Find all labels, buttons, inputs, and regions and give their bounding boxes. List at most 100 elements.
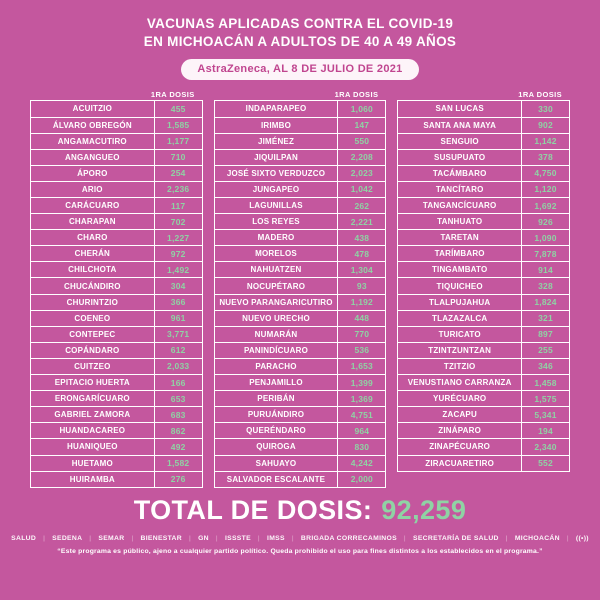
dose-value: 7,878 <box>521 245 571 263</box>
table-row: ZINAPÉCUARO 2,340 <box>397 438 571 456</box>
table-row: INDAPARAPEO 1,060 <box>213 100 387 118</box>
table-row: JOSÉ SIXTO VERDUZCO 2,023 <box>213 164 387 182</box>
municipality-name: LAGUNILLAS <box>213 197 339 215</box>
table-row: LAGUNILLAS 262 <box>213 197 387 215</box>
municipality-name: TARETAN <box>397 229 523 247</box>
municipality-name: CUITZEO <box>30 357 155 376</box>
table-row: CARÁCUARO 117 <box>30 197 203 215</box>
municipality-name: ACUITZIO <box>30 100 155 118</box>
municipality-name: SENGUIO <box>397 132 523 150</box>
logo-divider: | <box>89 534 92 542</box>
table-row: QUERÉNDARO 964 <box>213 422 387 440</box>
table-row: CHARAPAN 702 <box>30 213 203 231</box>
dose-value: 1,304 <box>337 261 387 279</box>
dose-value: 710 <box>153 148 203 166</box>
table-row: TANHUATO 926 <box>397 213 571 231</box>
institution-logos: SALUD | SEDENA | SEMAR | BIENESTAR | GN | ISSSTE | I… <box>11 535 589 542</box>
table-row: SAHUAYO 4,242 <box>213 454 387 472</box>
table-row: TANCÍTARO 1,120 <box>397 180 571 198</box>
logo-brigada-correcaminos: BRIGADA CORRECAMINOS <box>300 534 397 542</box>
table-row: NUEVO PARANGARICUTIRO 1,192 <box>213 293 387 311</box>
table-row: PURUÁNDIRO 4,751 <box>213 406 387 424</box>
table-row: CUITZEO 2,033 <box>30 357 203 376</box>
municipality-name: TANCÍTARO <box>397 180 523 198</box>
table-row: ARIO 2,236 <box>30 180 203 198</box>
logo-divider: | <box>257 534 260 542</box>
municipality-table: SAN LUCAS 330 SANTA ANA MAYA 902 SENGUIO 1,14… <box>397 100 571 472</box>
logo-michoac-n: MICHOACÁN <box>514 534 560 542</box>
dose-value: 897 <box>521 325 571 343</box>
dose-value: 2,023 <box>337 164 387 182</box>
municipality-name: CHERÁN <box>30 245 155 263</box>
title-line-2: EN MICHOACÁN A ADULTOS DE 40 A 49 AÑOS <box>143 34 457 50</box>
dose-value: 1,142 <box>521 132 571 150</box>
table-row: SUSUPUATO 378 <box>397 148 571 166</box>
municipality-name: TIQUICHEO <box>397 277 523 295</box>
municipality-name: TZITZIO <box>397 357 523 376</box>
municipality-name: ANGAMACUTIRO <box>30 132 155 150</box>
dose-value: 262 <box>337 197 387 215</box>
table-row: NOCUPÉTARO 93 <box>213 277 387 295</box>
table-row: CONTEPEC 3,771 <box>30 325 203 343</box>
municipality-name: PARACHO <box>213 357 339 376</box>
table-row: CHUCÁNDIRO 304 <box>30 277 203 295</box>
table-row: SENGUIO 1,142 <box>397 132 571 150</box>
table-row: TZITZIO 346 <box>397 357 571 376</box>
table-row: JUNGAPEO 1,042 <box>213 180 387 198</box>
logo-issste: ISSSTE <box>224 534 251 542</box>
table-row: CHILCHOTA 1,492 <box>30 261 203 279</box>
municipality-name: HUANDACAREO <box>30 422 155 440</box>
municipality-name: NAHUATZEN <box>213 261 339 279</box>
municipality-name: INDAPARAPEO <box>213 100 339 118</box>
table-row: TARETAN 1,090 <box>397 229 571 247</box>
municipality-name: TZINTZUNTZAN <box>397 341 523 359</box>
municipality-name: PURUÁNDIRO <box>213 406 339 424</box>
municipality-name: TINGAMBATO <box>397 261 523 279</box>
date-badge: AstraZeneca, AL 8 DE JULIO DE 2021 <box>181 59 419 81</box>
dose-value: 862 <box>153 422 203 440</box>
dose-value: 552 <box>521 454 571 472</box>
dose-value: 255 <box>521 341 571 359</box>
dose-value: 2,221 <box>337 213 387 231</box>
dose-value: 1,090 <box>521 229 571 247</box>
municipality-name: MORELOS <box>213 245 339 263</box>
municipality-name: COPÁNDARO <box>30 341 155 359</box>
dose-column-header: 1RA DOSIS <box>334 90 379 100</box>
dose-value: 346 <box>521 357 571 376</box>
dose-value: 536 <box>337 341 387 359</box>
table-row: TLALPUJAHUA 1,824 <box>397 293 571 311</box>
dose-value: 117 <box>153 197 203 215</box>
dose-value: 550 <box>337 132 387 150</box>
municipality-name: TACÁMBARO <box>397 164 523 182</box>
dose-value: 5,341 <box>521 406 571 424</box>
dose-value: 926 <box>521 213 571 231</box>
municipality-name: CHARAPAN <box>30 213 155 231</box>
dose-value: 1,492 <box>153 261 203 279</box>
logo-divider: | <box>403 534 406 542</box>
table-row: QUIROGA 830 <box>213 438 387 456</box>
municipality-name: ARIO <box>30 180 155 198</box>
municipality-name: LOS REYES <box>213 213 339 231</box>
logo-semar: SEMAR <box>98 534 125 542</box>
table-row: ZIRACUARETIRO 552 <box>397 454 571 472</box>
dose-value: 683 <box>153 406 203 424</box>
table-row: TARÍMBARO 7,878 <box>397 245 571 263</box>
legal-disclaimer: “Este programa es público, ajeno a cualq… <box>57 547 543 555</box>
municipality-name: JIQUILPAN <box>213 148 339 166</box>
table-row: LOS REYES 2,221 <box>213 213 387 231</box>
municipality-name: QUERÉNDARO <box>213 422 339 440</box>
table-row: ANGAMACUTIRO 1,177 <box>30 132 203 150</box>
dose-value: 1,369 <box>337 390 387 408</box>
dose-value: 1,575 <box>521 390 571 408</box>
municipality-name: CHUCÁNDIRO <box>30 277 155 295</box>
dose-value: 1,120 <box>521 180 571 198</box>
municipality-name: PERIBÁN <box>213 390 339 408</box>
table-row: SAN LUCAS 330 <box>397 100 571 118</box>
dose-value: 448 <box>337 309 387 327</box>
table-row: TINGAMBATO 914 <box>397 261 571 279</box>
dose-value: 455 <box>153 100 203 118</box>
municipality-name: JUNGAPEO <box>213 180 339 198</box>
dose-value: 1,582 <box>153 454 203 472</box>
dose-value: 4,751 <box>337 406 387 424</box>
